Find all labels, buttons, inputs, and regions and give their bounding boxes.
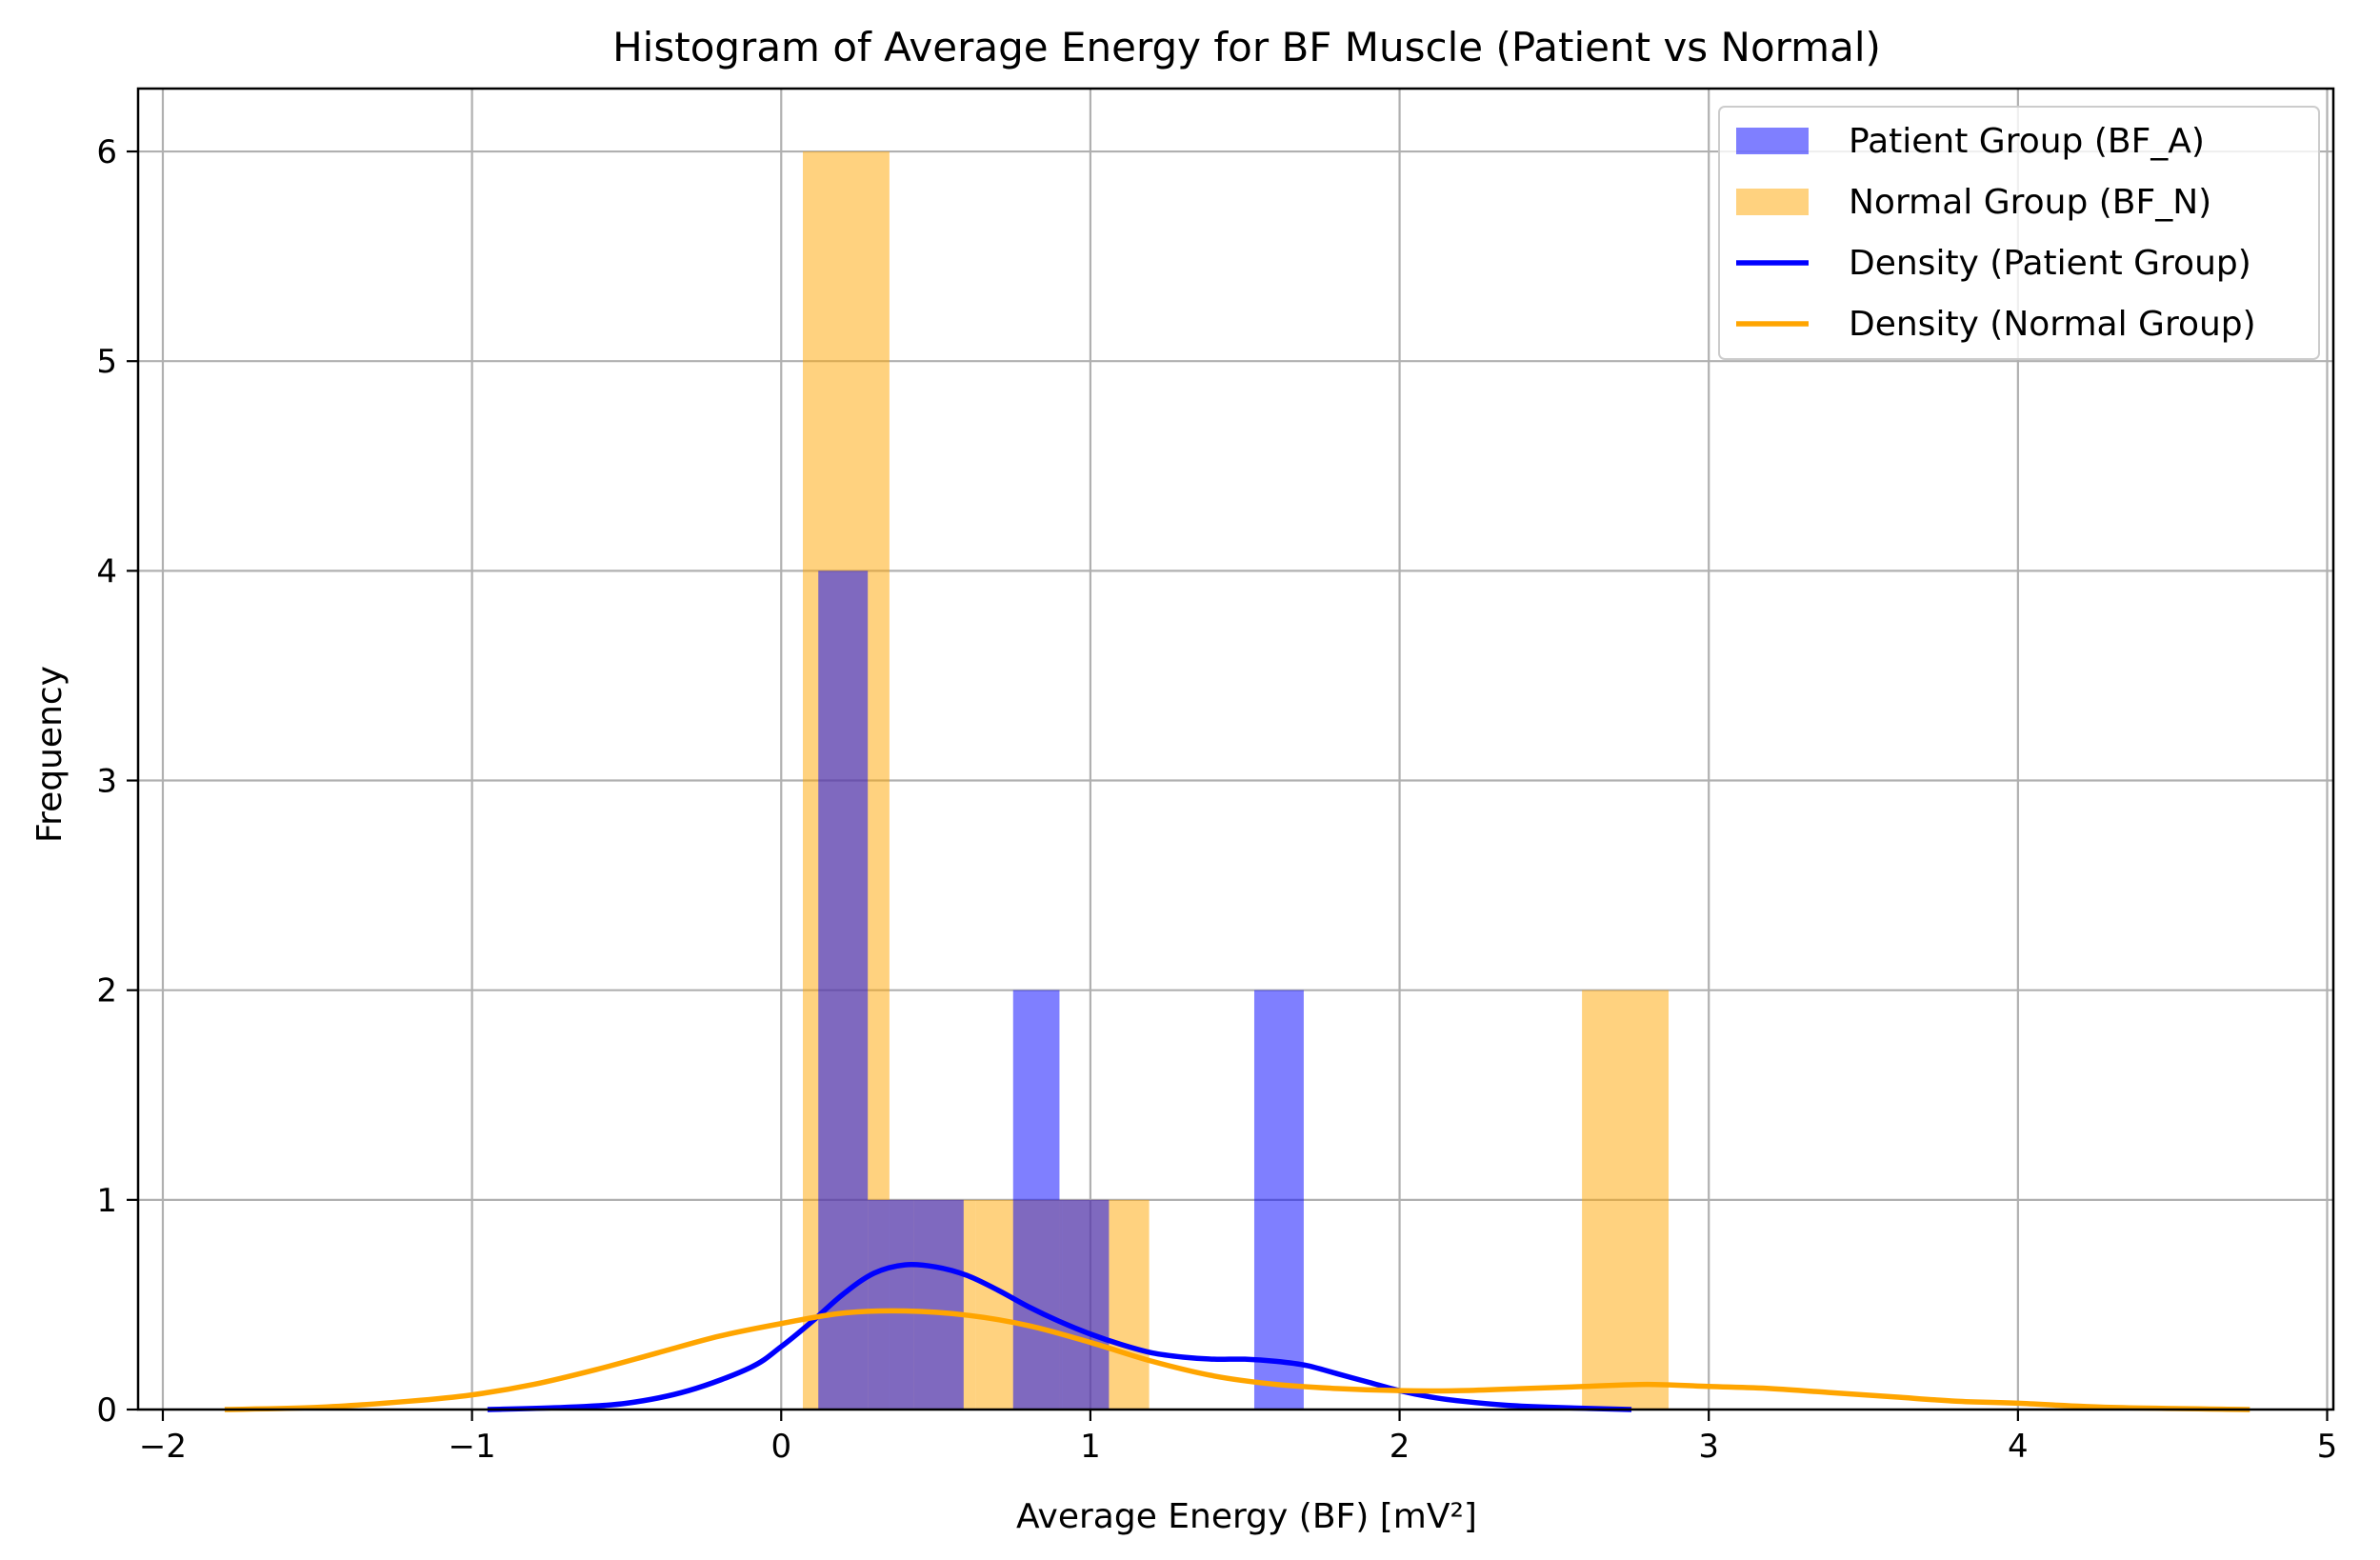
histogram-bar: [913, 1199, 964, 1410]
legend-patch: [1736, 128, 1809, 154]
plot-frame: [136, 87, 2335, 1411]
x-tick-label: 5: [2317, 1428, 2338, 1466]
y-tick-label: 0: [96, 1391, 117, 1430]
x-tick-label: 2: [1390, 1428, 1410, 1466]
legend-box: [1718, 106, 2320, 360]
y-axis-label: Frequency: [30, 666, 70, 843]
y-tick-label: 5: [96, 343, 117, 381]
y-tick-label: 1: [96, 1182, 117, 1220]
density-curve: [224, 1308, 2250, 1412]
density-curves: [224, 1261, 2250, 1412]
legend: Patient Group (BF_A) Normal Group (BF_N) D…: [1718, 106, 2320, 360]
legend-patch: [1736, 189, 1809, 215]
x-tick-label: 3: [1698, 1428, 1719, 1466]
x-axis-label: Average Energy (BF) [mV²]: [1016, 1497, 1477, 1536]
histogram-bar: [1059, 1199, 1110, 1410]
x-tick-label: 0: [770, 1428, 791, 1466]
histogram-bars: [802, 151, 1670, 1410]
legend-label: Patient Group (BF_A): [1849, 122, 2205, 161]
x-tick-label: 1: [1080, 1428, 1101, 1466]
x-tick-label: 4: [2008, 1428, 2029, 1466]
axes: [127, 87, 2335, 1421]
legend-label: Normal Group (BF_N): [1849, 183, 2211, 222]
y-tick-label: 2: [96, 972, 117, 1010]
histogram-bar: [1582, 990, 1670, 1410]
histogram-bar: [1253, 990, 1304, 1410]
tick-labels: −2 −1 0 1 2 3 4 5 0 1 2 3 4 5 6: [96, 133, 2337, 1466]
legend-label: Density (Normal Group): [1849, 305, 2256, 344]
chart-title: Histogram of Average Energy for BF Muscl…: [612, 24, 1881, 70]
histogram-bar: [818, 570, 869, 1410]
legend-label: Density (Patient Group): [1849, 244, 2251, 283]
histogram-bar: [868, 1199, 914, 1410]
x-tick-label: −1: [449, 1428, 496, 1466]
y-tick-label: 6: [96, 133, 117, 171]
y-tick-label: 4: [96, 552, 117, 590]
x-tick-label: −2: [139, 1428, 187, 1466]
y-tick-label: 3: [96, 763, 117, 801]
histogram-bar: [1012, 990, 1060, 1410]
